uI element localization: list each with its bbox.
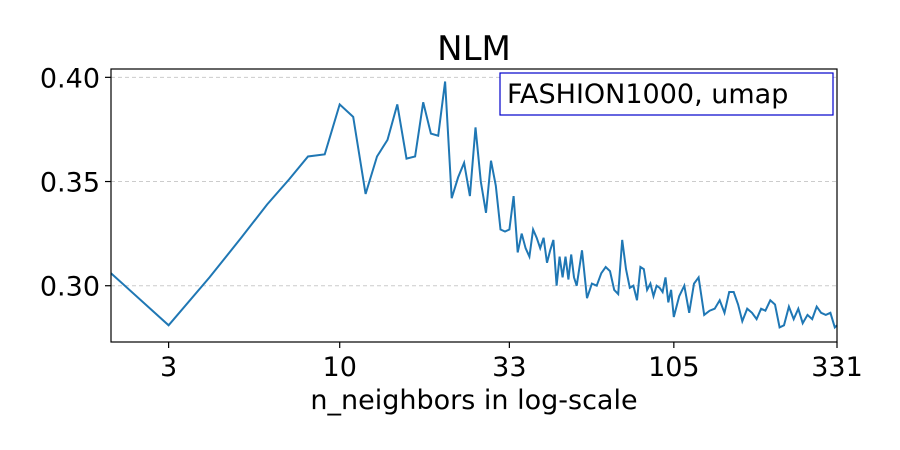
plot-frame: [110, 68, 838, 343]
series-line: [110, 81, 838, 330]
x-tick-label: 33: [492, 352, 526, 383]
x-tick-label: 3: [160, 352, 177, 383]
x-axis: 3 10 33 105 331: [160, 342, 863, 383]
x-tick-label: 10: [323, 352, 357, 383]
y-tick-label: 0.40: [40, 63, 100, 94]
x-tick-label: 331: [811, 352, 863, 383]
y-tick-label: 0.30: [40, 272, 100, 303]
y-tick-label: 0.35: [40, 168, 100, 199]
chart-title: NLM: [437, 29, 511, 69]
x-tick-label: 105: [648, 352, 700, 383]
annotation-text: FASHION1000, umap: [507, 79, 788, 110]
annotation-box: FASHION1000, umap: [499, 72, 834, 116]
x-axis-label: n_neighbors in log-scale: [310, 385, 637, 416]
y-axis: 0.30 0.35 0.40: [40, 63, 111, 303]
